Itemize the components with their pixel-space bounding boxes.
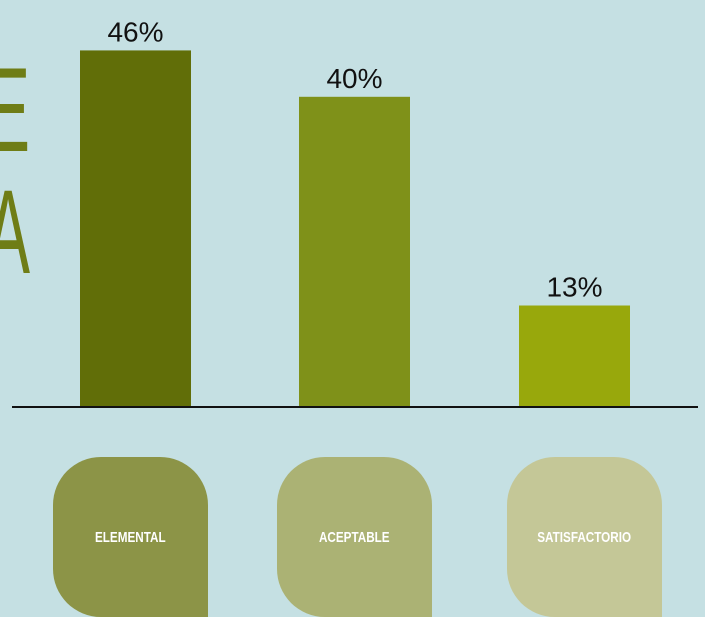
value-label-elemental: 46% xyxy=(107,16,163,47)
value-label-satisfactorio: 13% xyxy=(546,272,602,303)
bar-elemental xyxy=(80,50,191,407)
category-label-elemental: Elemental xyxy=(53,457,208,617)
bar-satisfactorio xyxy=(519,305,630,406)
side-letter-a: A xyxy=(0,172,30,292)
bar-aceptable xyxy=(299,96,410,407)
category-label-satisfactorio: Satisfactorio xyxy=(507,457,662,617)
category-label-aceptable: Aceptable xyxy=(277,457,432,617)
category-label-text: Elemental xyxy=(95,528,166,546)
value-label-aceptable: 40% xyxy=(326,63,382,94)
category-label-text: Aceptable xyxy=(319,528,390,546)
category-label-text: Satisfactorio xyxy=(537,528,632,546)
side-letter-e: E xyxy=(0,50,30,170)
